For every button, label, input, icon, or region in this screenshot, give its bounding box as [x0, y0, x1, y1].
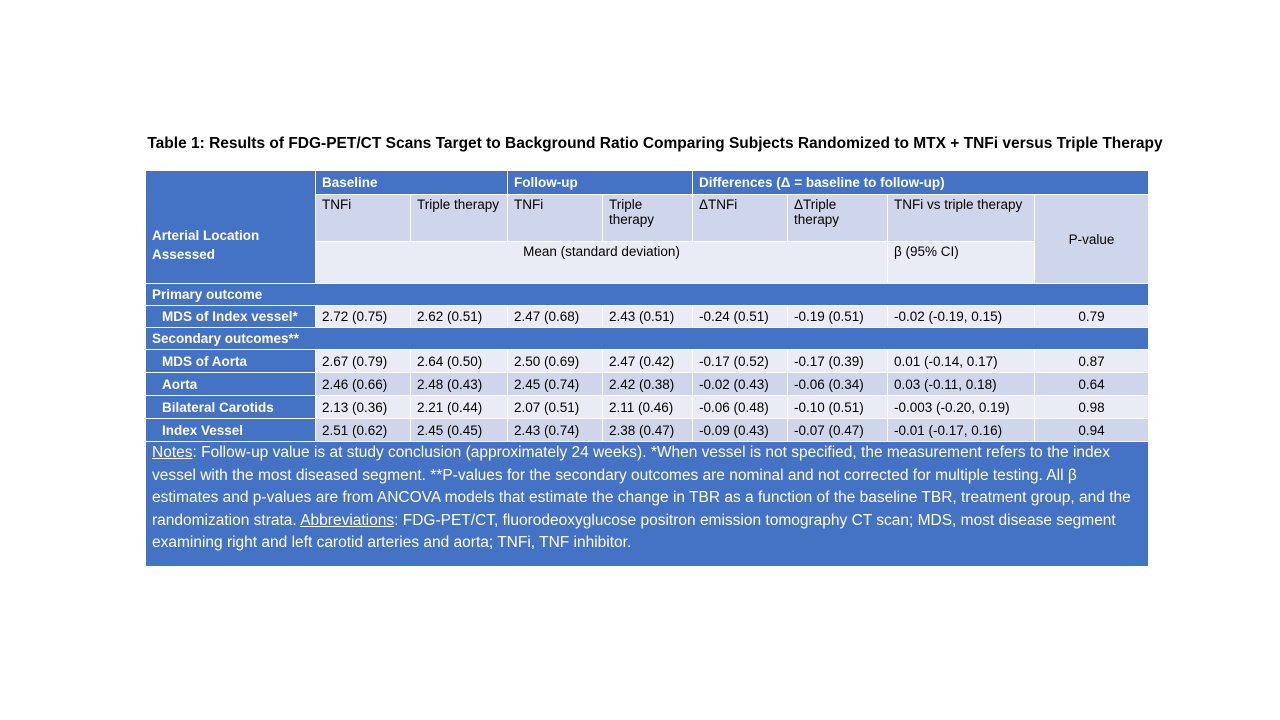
- table-cell: 2.50 (0.69): [507, 349, 603, 373]
- notes-text: : Follow-up value is at study conclusion…: [152, 444, 1131, 529]
- table-cell: 2.11 (0.46): [601, 395, 694, 419]
- secondary-outcomes-section: Secondary outcomes**: [144, 327, 1150, 350]
- table-cell: -0.24 (0.51): [692, 305, 789, 328]
- table-cell: 2.45 (0.74): [507, 372, 603, 396]
- followup-tnfi-header: TNFi: [507, 194, 603, 242]
- delta-triple-header: ΔTriple therapy: [787, 194, 889, 242]
- table-cell: -0.02 (-0.19, 0.15): [887, 305, 1036, 328]
- table-cell: -0.06 (0.34): [787, 372, 889, 396]
- table-cell: -0.09 (0.43): [692, 418, 789, 442]
- arterial-location-header: Arterial Location Assessed: [145, 170, 316, 284]
- primary-outcome-section: Primary outcome: [144, 283, 1150, 306]
- table-cell: 2.43 (0.74): [507, 418, 603, 442]
- row-label: Bilateral Carotids: [145, 395, 316, 419]
- delta-tnfi-header: ΔTNFi: [692, 194, 789, 242]
- abbreviations-text: : FDG-PET/CT, fluorodeoxyglucose positro…: [152, 511, 1116, 552]
- table-cell: 2.46 (0.66): [315, 372, 411, 396]
- mean-sd-header: Mean (standard deviation): [314, 241, 889, 284]
- table-cell: 2.43 (0.51): [601, 305, 694, 328]
- table-cell: 2.38 (0.47): [601, 418, 694, 442]
- table-cell: 2.45 (0.45): [410, 418, 508, 442]
- table-cell: 2.42 (0.38): [601, 372, 694, 396]
- table-row: MDS of Aorta 2.67 (0.79) 2.64 (0.50) 2.5…: [145, 349, 1150, 373]
- pvalue-header: P-value: [1034, 194, 1150, 284]
- table-title: Table 1: Results of FDG-PET/CT Scans Tar…: [147, 135, 1163, 152]
- tnfi-vs-triple-header: TNFi vs triple therapy: [887, 194, 1036, 242]
- pvalue-cell: 0.98: [1034, 395, 1150, 419]
- table-cell: 2.67 (0.79): [315, 349, 411, 373]
- row-label: MDS of Index vessel*: [145, 305, 316, 328]
- table-cell: -0.19 (0.51): [787, 305, 889, 328]
- table-cell: 2.07 (0.51): [507, 395, 603, 419]
- row-label: MDS of Aorta: [145, 349, 316, 373]
- table-row: Index Vessel 2.51 (0.62) 2.45 (0.45) 2.4…: [145, 418, 1150, 442]
- table-notes: Notes: Follow-up value is at study concl…: [144, 441, 1150, 567]
- followup-triple-header: Triple therapy: [601, 194, 694, 242]
- abbreviations-label: Abbreviations: [300, 511, 395, 529]
- baseline-header: Baseline: [315, 170, 508, 195]
- table-cell: 2.72 (0.75): [315, 305, 411, 328]
- pvalue-cell: 0.87: [1034, 349, 1150, 373]
- followup-header: Follow-up: [506, 170, 694, 195]
- table-cell: -0.07 (0.47): [787, 418, 889, 442]
- table-cell: 2.13 (0.36): [315, 395, 411, 419]
- table-row: MDS of Index vessel* 2.72 (0.75) 2.62 (0…: [145, 305, 1150, 328]
- table-cell: -0.01 (-0.17, 0.16): [887, 418, 1036, 442]
- table-cell: -0.02 (0.43): [692, 372, 789, 396]
- table-cell: 2.64 (0.50): [410, 349, 508, 373]
- table-cell: -0.003 (-0.20, 0.19): [887, 395, 1036, 419]
- row-label: Index Vessel: [145, 418, 316, 442]
- table-cell: 2.21 (0.44): [410, 395, 508, 419]
- baseline-tnfi-header: TNFi: [315, 194, 411, 242]
- pvalue-cell: 0.79: [1034, 305, 1150, 328]
- table-row: Aorta 2.46 (0.66) 2.48 (0.43) 2.45 (0.74…: [145, 372, 1150, 396]
- table-cell: 2.47 (0.42): [601, 349, 694, 373]
- table-cell: 2.51 (0.62): [315, 418, 411, 442]
- table-cell: 0.03 (-0.11, 0.18): [887, 372, 1036, 396]
- table-cell: -0.17 (0.52): [692, 349, 789, 373]
- table-cell: -0.06 (0.48): [692, 395, 789, 419]
- beta-ci-header: β (95% CI): [887, 241, 1036, 284]
- row-label: Aorta: [145, 372, 316, 396]
- baseline-triple-header: Triple therapy: [410, 194, 508, 242]
- notes-label: Notes: [152, 444, 193, 461]
- differences-header: Differences (Δ = baseline to follow-up): [692, 170, 1150, 195]
- table-row: Bilateral Carotids 2.13 (0.36) 2.21 (0.4…: [145, 395, 1150, 419]
- table-cell: 2.62 (0.51): [410, 305, 508, 328]
- table-cell: 2.48 (0.43): [410, 372, 508, 396]
- results-table: Arterial Location Assessed Baseline Foll…: [144, 170, 1150, 567]
- table-cell: 0.01 (-0.14, 0.17): [887, 349, 1036, 373]
- table-cell: 2.47 (0.68): [507, 305, 603, 328]
- pvalue-cell: 0.94: [1034, 418, 1150, 442]
- table-cell: -0.10 (0.51): [787, 395, 889, 419]
- pvalue-cell: 0.64: [1034, 372, 1150, 396]
- table-cell: -0.17 (0.39): [787, 349, 889, 373]
